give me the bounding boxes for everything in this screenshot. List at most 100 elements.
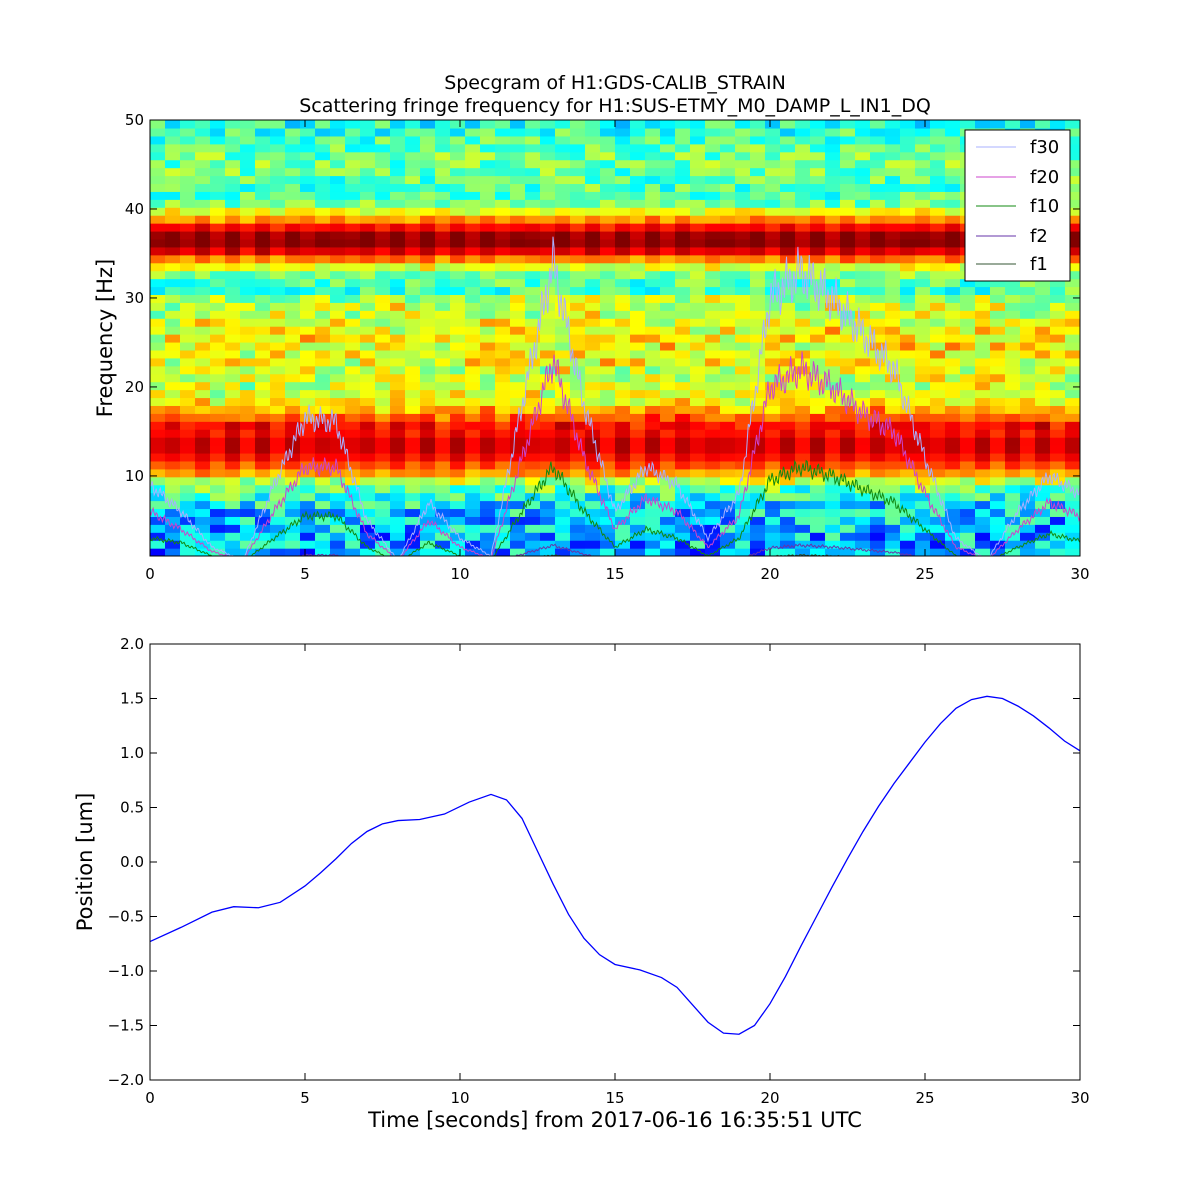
spectrogram-cell (495, 349, 511, 359)
spectrogram-cell (540, 429, 556, 438)
spectrogram-cell (225, 476, 241, 486)
spectrogram-cell (240, 127, 256, 137)
spectrogram-cell (810, 254, 826, 264)
spectrogram-cell (315, 254, 331, 264)
spectrogram-cell (1065, 191, 1080, 200)
spectrogram-xtick-label: 15 (605, 565, 624, 583)
spectrogram-cell (315, 524, 331, 533)
spectrogram-cell (300, 199, 316, 208)
spectrogram-cell (900, 508, 916, 517)
spectrogram-cell (735, 215, 751, 224)
spectrogram-cell (720, 334, 736, 343)
spectrogram-cell (915, 302, 931, 311)
spectrogram-cell (735, 532, 751, 541)
spectrogram-cell (360, 389, 376, 399)
spectrogram-cell (375, 405, 391, 414)
spectrogram-cell (885, 349, 901, 359)
spectrogram-cell (330, 516, 346, 525)
spectrogram-cell (780, 262, 796, 272)
spectrogram-cell (585, 120, 601, 129)
spectrogram-cell (195, 421, 211, 430)
spectrogram-cell (270, 151, 286, 161)
spectrogram-cell (735, 341, 751, 351)
spectrogram-cell (570, 326, 586, 335)
spectrogram-cell (1035, 500, 1051, 510)
spectrogram-cell (405, 270, 421, 280)
spectrogram-cell (330, 199, 346, 208)
spectrogram-cell (795, 500, 811, 510)
spectrogram-cell (510, 183, 526, 192)
spectrogram-cell (330, 262, 346, 272)
spectrogram-cell (570, 445, 586, 454)
spectrogram-cell (210, 215, 226, 224)
spectrogram-cell (765, 452, 781, 462)
spectrogram-cell (510, 373, 526, 383)
spectrogram-cell (585, 318, 601, 327)
spectrogram-cell (915, 405, 931, 414)
spectrogram-cell (735, 207, 751, 216)
spectrogram-cell (960, 120, 976, 129)
spectrogram-cell (765, 421, 781, 430)
spectrogram-cell (660, 270, 676, 280)
spectrogram-cell (465, 278, 481, 288)
spectrogram-cell (390, 349, 406, 359)
spectrogram-cell (270, 262, 286, 272)
spectrogram-cell (240, 254, 256, 264)
spectrogram-cell (900, 215, 916, 224)
spectrogram-cell (660, 357, 676, 367)
spectrogram-cell (420, 460, 436, 470)
spectrogram-cell (720, 199, 736, 208)
spectrogram-cell (210, 230, 226, 240)
spectrogram-cell (780, 191, 796, 200)
spectrogram-cell (465, 460, 481, 470)
spectrogram-cell (660, 421, 676, 430)
spectrogram-cell (1035, 492, 1051, 502)
spectrogram-cell (390, 452, 406, 462)
spectrogram-cell (690, 421, 706, 430)
spectrogram-cell (795, 548, 811, 556)
spectrogram-cell (555, 151, 571, 161)
spectrogram-cell (180, 397, 196, 406)
spectrogram-cell (510, 199, 526, 208)
spectrogram-cell (900, 373, 916, 383)
spectrogram-cell (690, 175, 706, 185)
spectrogram-cell (420, 413, 436, 422)
spectrogram-cell (810, 270, 826, 280)
spectrogram-cell (495, 341, 511, 351)
spectrogram-cell (195, 318, 211, 327)
spectrogram-cell (825, 310, 841, 319)
spectrogram-cell (900, 381, 916, 391)
spectrogram-cell (750, 183, 766, 192)
spectrogram-cell (915, 389, 931, 399)
spectrogram-cell (705, 349, 721, 359)
spectrogram-cell (750, 175, 766, 185)
spectrogram-cell (675, 413, 691, 422)
spectrogram-cell (840, 460, 856, 470)
spectrogram-cell (1065, 318, 1080, 327)
spectrogram-cell (540, 167, 556, 177)
spectrogram-cell (255, 413, 271, 422)
spectrogram-cell (1050, 302, 1066, 311)
spectrogram-cell (150, 381, 166, 391)
spectrogram-cell (765, 484, 781, 494)
position-ytick-label: 1.5 (120, 690, 144, 708)
spectrogram-cell (945, 405, 961, 414)
spectrogram-cell (600, 223, 616, 232)
spectrogram-cell (255, 143, 271, 153)
spectrogram-cell (660, 254, 676, 264)
spectrogram-cell (390, 373, 406, 383)
spectrogram-cell (870, 365, 886, 375)
spectrogram-cell (480, 246, 496, 256)
spectrogram-cell (540, 341, 556, 351)
spectrogram-cell (180, 246, 196, 256)
spectrogram-cell (705, 468, 721, 478)
spectrogram-cell (975, 397, 991, 406)
spectrogram-cell (600, 151, 616, 161)
spectrogram-cell (465, 286, 481, 295)
spectrogram-cell (435, 389, 451, 399)
spectrogram-cell (360, 460, 376, 470)
spectrogram-cell (375, 246, 391, 256)
spectrogram-cell (750, 500, 766, 510)
spectrogram-cell (210, 318, 226, 327)
spectrogram-cell (675, 500, 691, 510)
